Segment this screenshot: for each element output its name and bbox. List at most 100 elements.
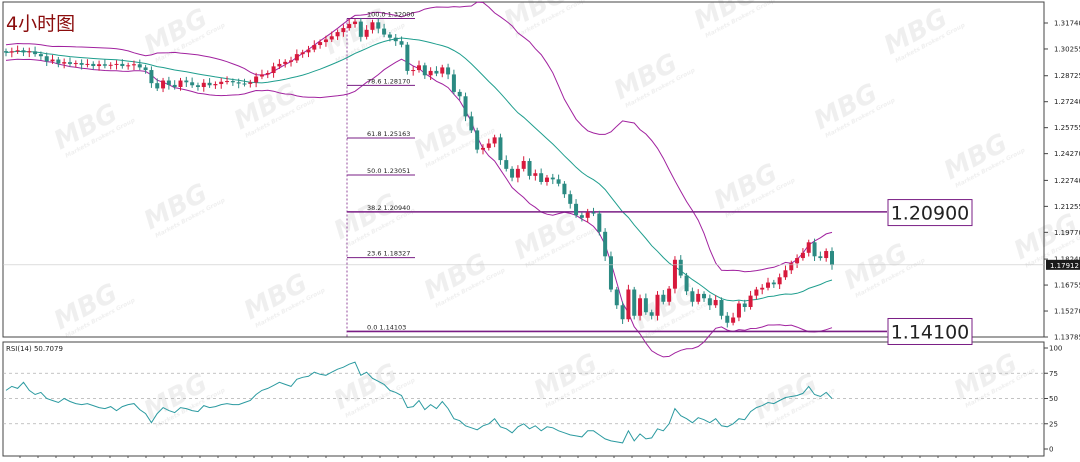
key-levels: 1.20900 1.14100 — [887, 199, 973, 345]
candle-body — [800, 252, 805, 259]
candle-body — [329, 36, 334, 40]
candle-body — [608, 256, 613, 290]
candle-body — [38, 54, 43, 57]
candle — [347, 19, 352, 31]
candle-body — [184, 80, 189, 83]
candle — [504, 155, 509, 172]
candle — [15, 45, 20, 54]
candle — [428, 67, 433, 81]
watermark-text: MBG — [499, 0, 572, 36]
candle — [591, 207, 596, 217]
candle-body — [603, 231, 608, 257]
candle-body — [44, 56, 49, 62]
candle — [806, 239, 811, 257]
candle — [79, 59, 84, 70]
candle — [579, 212, 584, 222]
candle — [661, 290, 666, 305]
candle — [434, 66, 439, 77]
fib-level-label: 38.2 1.20940 — [367, 204, 410, 212]
candle-body — [591, 212, 596, 214]
candle-body — [50, 59, 55, 62]
candle-body — [667, 288, 672, 302]
candle — [62, 58, 67, 69]
candle-body — [126, 65, 131, 67]
key-level-box — [887, 317, 973, 345]
candle — [364, 25, 369, 40]
candle-body — [265, 73, 270, 75]
candle-body — [283, 61, 288, 64]
candle-body — [85, 63, 90, 65]
candle — [754, 286, 759, 300]
candle — [289, 56, 294, 67]
price-tick-label: 1.21255 — [1054, 203, 1080, 211]
candle — [195, 82, 200, 91]
candle-body — [707, 298, 712, 306]
candle — [201, 79, 206, 92]
price-tick-label: 1.16755 — [1054, 282, 1080, 290]
rsi-panel: 100 75 50 25 0 RSI(14) 50.7079 — [3, 345, 1062, 454]
candle — [149, 66, 154, 88]
candle — [155, 78, 160, 92]
candle-body — [725, 315, 730, 323]
candle-body — [568, 194, 573, 204]
candle-body — [56, 59, 61, 64]
candle-body — [161, 80, 166, 89]
candle-body — [254, 76, 259, 83]
candle-body — [387, 34, 392, 38]
candle-body — [702, 293, 707, 299]
candle — [789, 260, 794, 274]
candle-body — [131, 64, 136, 66]
candle — [446, 63, 451, 80]
candle-body — [515, 168, 520, 178]
candle-body — [632, 289, 637, 316]
candle-body — [364, 29, 369, 37]
candle — [469, 111, 474, 134]
candle-body — [259, 74, 264, 77]
candle — [277, 59, 282, 69]
candle — [38, 51, 43, 60]
candle — [678, 255, 683, 279]
candle-body — [120, 63, 125, 67]
candle — [643, 293, 648, 315]
candle-body — [376, 22, 381, 29]
bollinger-upper-band — [5, 1, 833, 273]
candle-body — [463, 96, 468, 117]
candle-body — [289, 60, 294, 62]
key-level-label: 1.20900 — [891, 203, 970, 225]
candle-body — [277, 63, 282, 67]
candle-body — [335, 32, 340, 37]
candle-body — [614, 289, 619, 306]
candle-body — [585, 212, 590, 218]
candle-body — [731, 317, 736, 323]
candle — [27, 47, 32, 58]
candle-body — [498, 137, 503, 161]
candle — [608, 251, 613, 293]
candle-body — [97, 64, 102, 67]
candle — [777, 273, 782, 289]
candle — [4, 48, 8, 57]
fib-level-label: 100.0 1.32000 — [367, 10, 415, 18]
candle — [585, 208, 590, 223]
candle-body — [824, 251, 829, 259]
candle — [760, 284, 765, 295]
candle — [97, 60, 102, 71]
candle — [725, 312, 730, 328]
candle — [213, 81, 218, 89]
candle-body — [812, 242, 817, 257]
candle — [492, 134, 497, 148]
candle-body — [207, 82, 212, 86]
candle-body — [742, 303, 747, 308]
candle — [225, 76, 230, 85]
candle — [73, 60, 78, 68]
candle — [824, 248, 829, 262]
candle — [91, 61, 96, 70]
candle — [382, 23, 387, 38]
candle-body — [539, 173, 544, 182]
candle — [632, 286, 637, 320]
